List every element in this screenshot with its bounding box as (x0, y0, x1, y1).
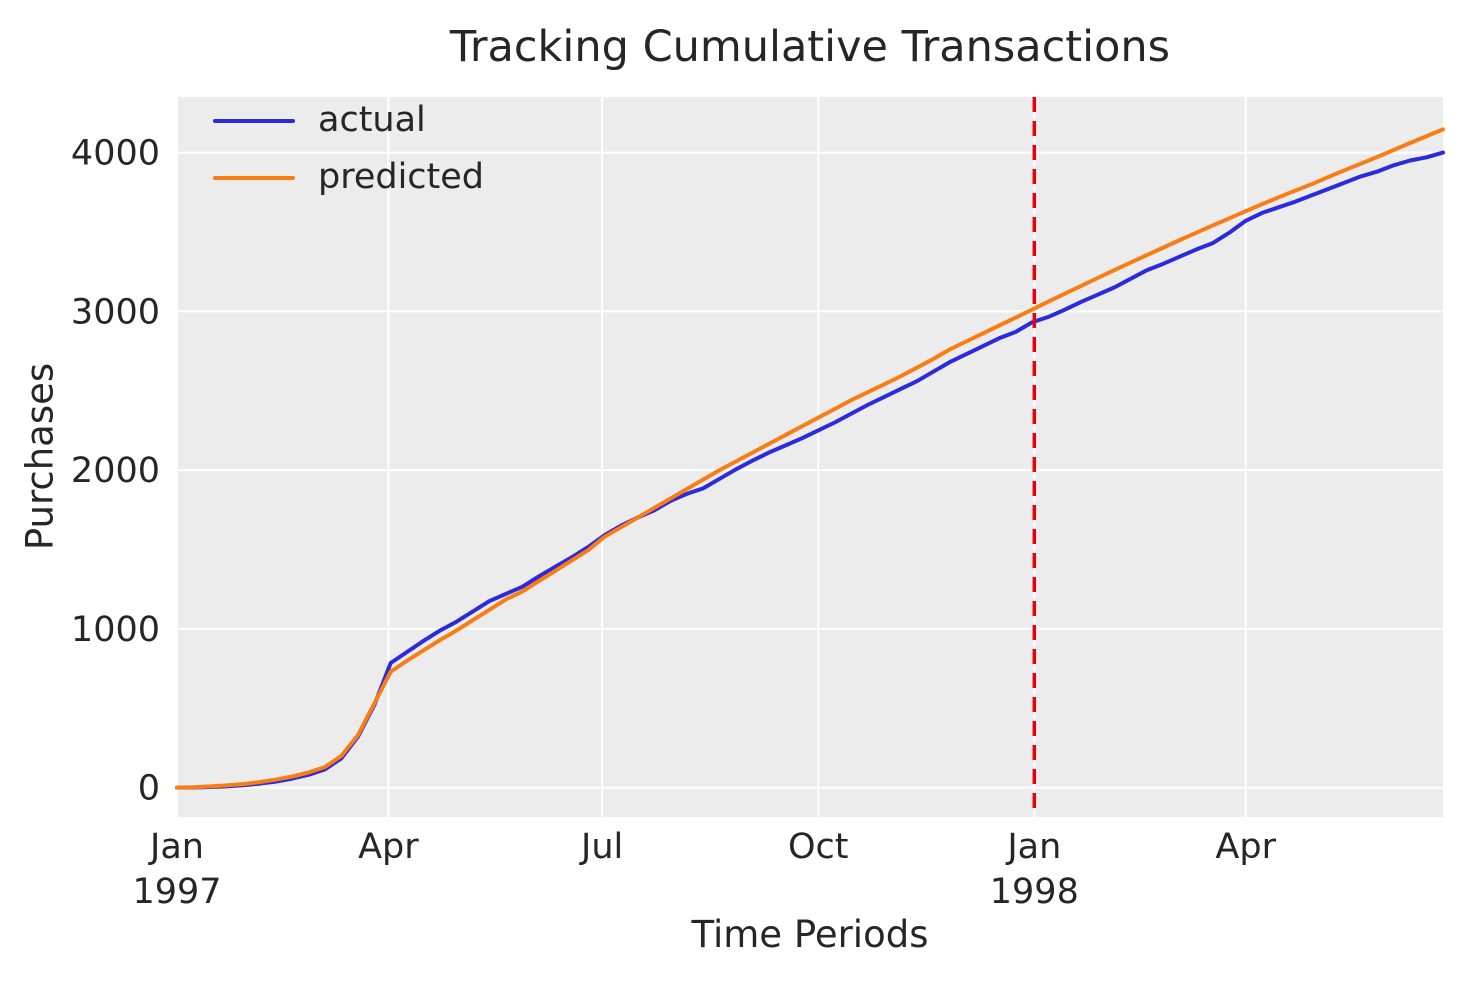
x-tick-label: Oct (788, 827, 849, 867)
series-line-predicted (175, 127, 1445, 790)
x-tick-year-label: 1998 (990, 872, 1079, 912)
x-axis-label: Time Periods (691, 913, 929, 956)
series-line-actual (175, 150, 1445, 790)
y-tick-label: 3000 (71, 292, 160, 332)
legend-item-predicted: predicted (213, 149, 484, 206)
x-tick-year-label: 1997 (132, 872, 221, 912)
y-tick-label: 0 (138, 769, 160, 809)
x-tick-label: Jan (1005, 827, 1061, 867)
y-tick-label: 4000 (71, 134, 160, 174)
legend-label-actual: actual (318, 100, 426, 140)
chart-title: Tracking Cumulative Transactions (449, 22, 1171, 72)
y-axis-label: Purchases (18, 362, 62, 551)
legend-line-actual (213, 118, 295, 123)
x-tick-label: Jul (579, 827, 623, 867)
y-tick-label: 1000 (71, 610, 160, 650)
legend-line-predicted (213, 175, 295, 180)
legend: actual predicted (213, 92, 484, 206)
y-tick-label: 2000 (71, 451, 160, 491)
x-tick-label: Apr (358, 827, 419, 867)
legend-label-predicted: predicted (318, 157, 485, 197)
x-tick-label: Jan (148, 827, 204, 867)
legend-item-actual: actual (213, 92, 484, 149)
x-tick-label: Apr (1215, 827, 1276, 867)
